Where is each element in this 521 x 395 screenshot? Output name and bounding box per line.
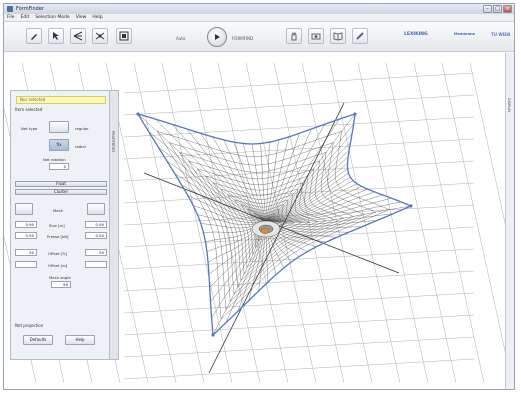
help-button[interactable]: Help (65, 335, 95, 345)
selection-status: Nur selected (16, 96, 106, 104)
prestress-right-field[interactable]: 0.50 (85, 232, 107, 239)
offset-m-right-field[interactable] (85, 261, 107, 268)
menu-file[interactable]: File (7, 15, 15, 20)
frame-tool-button[interactable] (116, 28, 132, 44)
hand-icon (291, 31, 297, 41)
main-toolbar: Auto FORMFIND LEXIKING Membrane TU WIEN (4, 22, 514, 52)
mesh-angle-field[interactable]: 90 (51, 281, 71, 288)
offset-m-label: Offset [m] (48, 263, 68, 268)
menu-help[interactable]: Help (92, 15, 103, 20)
node-icon (73, 31, 83, 41)
app-window: FormFinder – □ × File Edit Selection Mod… (3, 3, 515, 390)
camera-tool-button[interactable] (308, 28, 324, 44)
menu-selection-mode[interactable]: Selection Mode (35, 15, 70, 20)
properties-tab[interactable]: PROPERTIES (110, 90, 119, 360)
node-tool-button[interactable] (70, 28, 86, 44)
corner-nodes (136, 112, 413, 337)
offset-right-field[interactable]: 50 (85, 249, 107, 256)
cluster-bar[interactable]: Cluster (15, 189, 107, 195)
membrane-mesh (137, 113, 412, 336)
membrane-scene (4, 62, 514, 384)
menu-view[interactable]: View (75, 15, 87, 20)
title-bar: FormFinder – □ × (4, 4, 514, 14)
item-selected-section[interactable]: Item selected (15, 107, 43, 112)
defaults-button[interactable]: Defaults (23, 335, 53, 345)
tu-wien-logo: TU WIEN (491, 32, 511, 37)
mesh-angle-label: Mesh angle (49, 275, 71, 280)
size-left-field[interactable]: 0.90 (15, 221, 37, 228)
float-bar[interactable]: Float (15, 181, 107, 187)
net-type-label: Net type (21, 126, 38, 131)
close-button[interactable]: × (503, 5, 512, 13)
formfind-play-button[interactable] (207, 27, 227, 47)
cursor-icon (53, 32, 59, 40)
frame-icon (119, 31, 129, 41)
play-icon (215, 34, 220, 40)
camera-icon (311, 33, 321, 40)
mesh-left-button[interactable] (15, 203, 33, 215)
book-tool-button[interactable] (330, 28, 346, 44)
net-type-regular-label: regular (75, 126, 89, 131)
menu-edit[interactable]: Edit (20, 15, 30, 20)
app-icon (7, 6, 13, 12)
net-projection-section[interactable]: Net projection (15, 323, 44, 328)
nodes-icon (95, 32, 105, 40)
net-type-regular-button[interactable] (49, 121, 69, 133)
nodes-tool-button[interactable] (92, 28, 108, 44)
display-tab-label: DISPLAY (507, 98, 511, 113)
display-tab[interactable]: DISPLAY (505, 53, 514, 389)
net-rotation-label: Net rotation (43, 157, 66, 162)
membrane-logo: Membrane (454, 32, 475, 36)
cursor-tool-button[interactable] (48, 28, 64, 44)
pencil-tool-button[interactable] (26, 28, 42, 44)
brush-icon (356, 32, 364, 40)
size-label: Size [m] (49, 223, 65, 228)
properties-tab-label: PROPERTIES (111, 131, 115, 153)
mesh-label: Mesh (53, 208, 63, 213)
formfind-label: FORMFIND (232, 36, 254, 41)
offset-percent-label: Offset [%] (48, 251, 68, 256)
prestress-label: Presse [kN] (47, 234, 69, 239)
maximize-button[interactable]: □ (493, 5, 502, 13)
net-rotation-field[interactable]: 0 (49, 163, 69, 170)
book-icon (333, 32, 343, 41)
net-type-radial-label: radial (75, 144, 86, 149)
window-title: FormFinder (16, 6, 44, 12)
mesh-right-button[interactable] (87, 203, 105, 215)
window-controls: – □ × (483, 5, 512, 13)
menu-bar: File Edit Selection Mode View Help (4, 14, 514, 22)
offset-m-left-field[interactable] (15, 261, 37, 268)
properties-panel: Nur selected Item selected Net type regu… (10, 90, 110, 360)
hand-tool-button[interactable] (286, 28, 302, 44)
brush-tool-button[interactable] (352, 28, 368, 44)
prestress-left-field[interactable]: 0.50 (15, 232, 37, 239)
net-type-radial-button[interactable]: fix (49, 139, 69, 151)
auto-label: Auto (176, 36, 186, 41)
size-right-field[interactable]: 0.90 (85, 221, 107, 228)
minimize-button[interactable]: – (483, 5, 492, 13)
lexiking-logo: LEXIKING (404, 32, 428, 37)
pencil-icon (31, 34, 37, 40)
offset-left-field[interactable]: 50 (15, 249, 37, 256)
membrane-edge-cables (137, 113, 412, 336)
